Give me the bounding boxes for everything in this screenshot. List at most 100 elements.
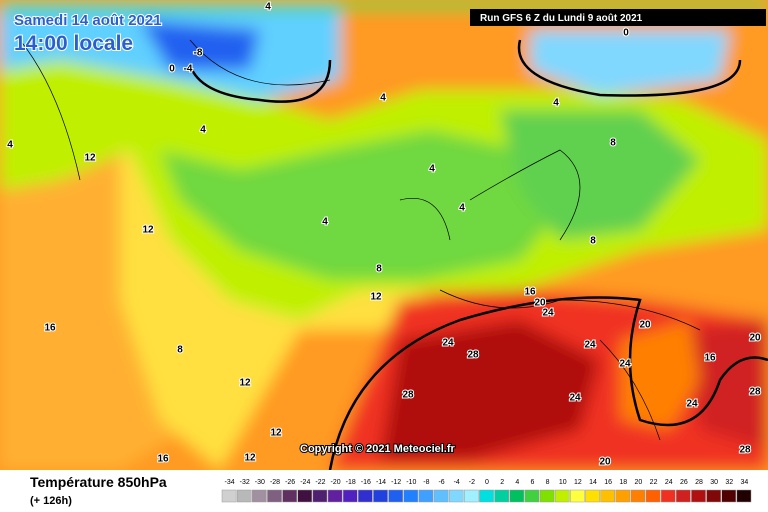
scale-label: 26 — [680, 479, 688, 486]
contour-label: 20 — [534, 298, 546, 309]
scale-swatch — [312, 489, 328, 503]
temperature-field — [0, 0, 768, 490]
contour-label: 24 — [619, 359, 631, 370]
contour-label: 8 — [376, 264, 382, 275]
contour-label: 28 — [749, 387, 761, 398]
contour-label: 20 — [749, 333, 761, 344]
contour-label: 4 — [7, 140, 13, 151]
scale-swatch — [660, 489, 676, 503]
contour-label: 24 — [569, 393, 581, 404]
scale-label: -4 — [454, 479, 460, 486]
contour-label: 24 — [442, 338, 454, 349]
contour-label: 4 — [429, 164, 435, 175]
local-time: 14:00 locale — [14, 32, 133, 55]
scale-swatch — [221, 489, 237, 503]
scale-swatch — [464, 489, 479, 503]
run-box — [470, 9, 766, 26]
date: Samedi 14 août 2021 — [14, 12, 162, 29]
scale-swatch — [267, 489, 282, 503]
contour-label: 12 — [239, 378, 251, 389]
scale-swatch — [358, 489, 373, 503]
scale-label: 10 — [559, 479, 567, 486]
contour-label: 16 — [524, 287, 536, 298]
contour-label: 8 — [590, 236, 596, 247]
scale-label: 4 — [515, 479, 519, 486]
contour-label: 12 — [244, 453, 256, 464]
scale-label: 20 — [635, 479, 643, 486]
contour-label: 24 — [686, 399, 698, 410]
contour-label: -4 — [184, 64, 193, 75]
scale-swatch — [236, 489, 252, 503]
scale-swatch — [494, 489, 509, 503]
contour-label: 4 — [200, 125, 206, 136]
scale-swatch — [706, 489, 721, 503]
scale-swatch — [252, 489, 267, 503]
scale-label: -18 — [346, 479, 356, 486]
contour-label: 16 — [157, 454, 169, 465]
contour-label: 4 — [380, 93, 386, 104]
scale-swatch — [388, 489, 403, 503]
scale-label: 8 — [546, 479, 550, 486]
scale-label: 28 — [695, 479, 703, 486]
field-title: Température 850hPa — [30, 474, 167, 490]
scale-label: -20 — [331, 479, 341, 486]
scale-swatch — [509, 489, 525, 503]
contour-label: 24 — [584, 340, 596, 351]
scale-swatch — [585, 489, 600, 503]
contour-label: 4 — [322, 217, 328, 228]
scale-label: 18 — [619, 479, 627, 486]
scale-swatch — [570, 489, 585, 503]
scale-swatch — [327, 489, 343, 503]
scale-label: 24 — [665, 479, 673, 486]
scale-swatch — [403, 489, 419, 503]
run-info: Run GFS 6 Z du Lundi 9 août 2021 — [480, 13, 643, 24]
contour-label: 24 — [542, 308, 554, 319]
scale-swatch — [691, 489, 706, 503]
coastlines — [19, 39, 701, 441]
scale-label: 14 — [589, 479, 597, 486]
scale-label: -30 — [255, 479, 265, 486]
contour-label: 0 — [623, 28, 629, 39]
scale-swatch — [524, 489, 540, 503]
scale-swatch — [615, 489, 631, 503]
scale-swatch — [448, 489, 464, 503]
scale-label: 0 — [485, 479, 489, 486]
contour-label: 20 — [599, 457, 611, 468]
contour-label: 12 — [370, 292, 382, 303]
scale-label: 30 — [710, 479, 718, 486]
scale-swatch — [676, 489, 691, 503]
scale-swatch — [630, 489, 646, 503]
scale-label: -2 — [469, 479, 475, 486]
scale-label: -16 — [361, 479, 371, 486]
scale-label: 16 — [604, 479, 612, 486]
scale-swatch — [539, 489, 555, 503]
scale-swatch — [554, 489, 570, 503]
scale-label: -22 — [315, 479, 325, 486]
scale-label: -24 — [300, 479, 310, 486]
contour-label: -8 — [194, 48, 203, 59]
scale-label: -32 — [240, 479, 250, 486]
scale-label: -6 — [438, 479, 444, 486]
contour-label: 28 — [467, 350, 479, 361]
scale-label: 34 — [741, 479, 749, 486]
contour-label: 28 — [402, 390, 414, 401]
color-scale: -34 -32 -30 -28 -26 -24 -22 -20 -18 -16 -14 -12 -10-… — [221, 479, 752, 503]
contour-label: 4 — [553, 98, 559, 109]
scale-swatch — [721, 489, 737, 503]
contour-label: 4 — [459, 203, 465, 214]
scale-swatch — [418, 489, 434, 503]
scale-label: -26 — [285, 479, 295, 486]
scale-swatch — [373, 489, 388, 503]
scale-label: 2 — [500, 479, 504, 486]
contour-label: 0 — [169, 64, 175, 75]
contour-label: 28 — [739, 445, 751, 456]
scale-label: 32 — [725, 479, 733, 486]
scale-swatch — [297, 489, 313, 503]
zero-isotherm — [188, 39, 768, 471]
contour-label: 16 — [44, 323, 56, 334]
scale-label: -14 — [376, 479, 386, 486]
scale-swatch — [736, 489, 752, 503]
